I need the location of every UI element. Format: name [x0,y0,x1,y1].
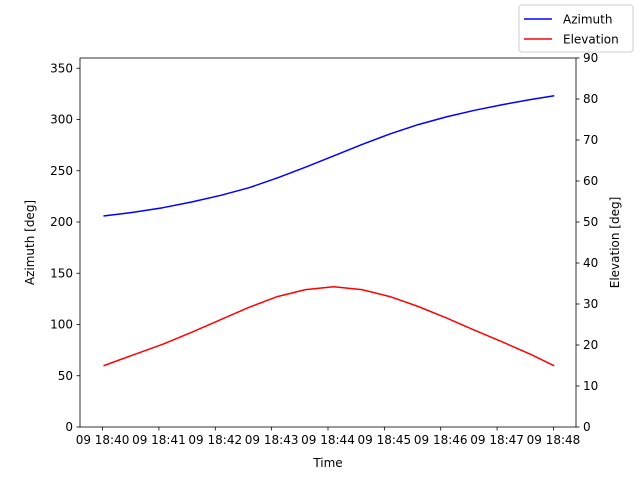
right-tick-label: 50 [583,215,598,229]
left-tick-label: 100 [50,318,73,332]
left-axis-label: Azimuth [deg] [23,200,37,285]
left-tick-label: 200 [50,215,73,229]
series-line-elevation [103,286,555,367]
left-tick-label: 250 [50,164,73,178]
right-tick-label: 40 [583,256,598,270]
x-tick-label: 09 18:47 [470,433,524,447]
x-tick-label: 09 18:44 [301,433,355,447]
legend-label-elevation: Elevation [563,33,619,47]
left-axis-ticks: 0 50 100 150 200 250 300 350 [50,61,80,434]
right-tick-label: 20 [583,338,598,352]
x-tick-label: 09 18:43 [245,433,299,447]
legend-label-azimuth: Azimuth [563,13,612,27]
x-axis-ticks: 09 18:40 09 18:41 09 18:42 09 18:43 09 18:44… [76,427,581,447]
right-axis-label: Elevation [deg] [608,197,622,289]
right-tick-label: 30 [583,297,598,311]
right-axis-ticks: 0 10 20 30 40 50 60 70 80 90 [576,51,598,434]
legend: Azimuth Elevation [518,4,634,53]
right-tick-label: 60 [583,174,598,188]
x-axis-label: Time [312,456,342,470]
left-tick-label: 150 [50,266,73,280]
x-tick-label: 09 18:41 [132,433,186,447]
left-tick-label: 0 [65,420,73,434]
left-tick-label: 50 [58,369,73,383]
right-tick-label: 10 [583,379,598,393]
series-line-azimuth [103,95,555,217]
x-tick-label: 09 18:42 [188,433,242,447]
series-layer [103,95,555,367]
x-tick-label: 09 18:45 [358,433,412,447]
x-tick-label: 09 18:46 [414,433,468,447]
x-tick-label: 09 18:40 [76,433,130,447]
left-tick-label: 300 [50,113,73,127]
right-tick-label: 80 [583,92,598,106]
plot-frame [79,57,577,428]
left-tick-label: 350 [50,61,73,75]
x-tick-label: 09 18:48 [527,433,581,447]
right-tick-label: 0 [583,420,591,434]
right-tick-label: 90 [583,51,598,65]
right-tick-label: 70 [583,133,598,147]
